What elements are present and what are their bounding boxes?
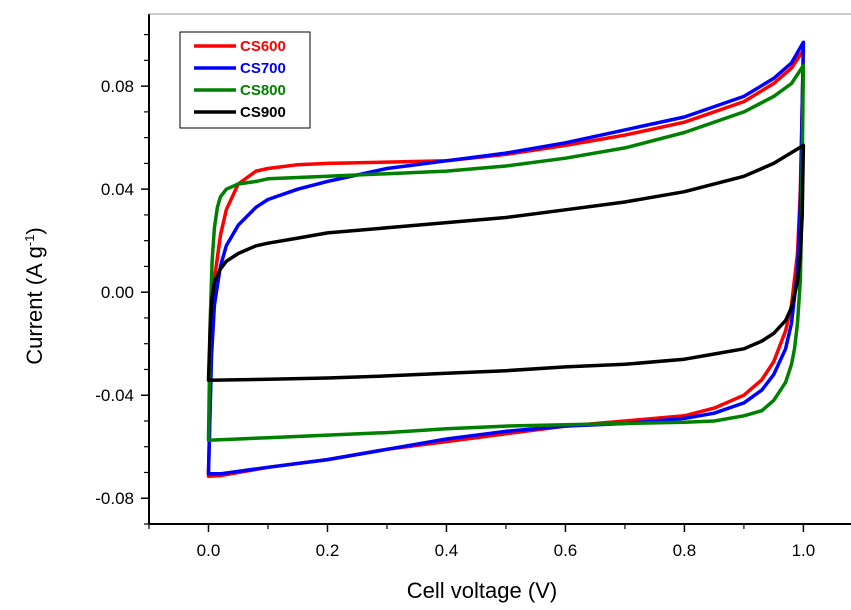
x-tick-label: 0.2: [316, 541, 340, 560]
y-tick-label: 0.08: [101, 77, 134, 96]
y-tick-label: -0.04: [95, 386, 134, 405]
y-tick-label: 0.00: [101, 283, 134, 302]
y-tick-label: 0.04: [101, 180, 134, 199]
x-tick-label: 0.6: [554, 541, 578, 560]
y-axis-title: Current (A g-1): [22, 227, 47, 365]
x-tick-label: 0.8: [673, 541, 697, 560]
y-tick-label: -0.08: [95, 489, 134, 508]
y-axis-title-superscript: -1: [22, 235, 37, 247]
x-tick-label: 1.0: [792, 541, 816, 560]
series-line-cs900: [206, 143, 806, 383]
series-line-cs800: [206, 63, 806, 443]
legend-label-cs600: CS600: [240, 38, 286, 55]
legend: CS600 CS700 CS800 CS900: [179, 31, 311, 129]
axes: [148, 13, 851, 525]
series-line-cs700: [206, 40, 806, 476]
x-tick-label: 0.0: [197, 541, 221, 560]
legend-label-cs800: CS800: [240, 82, 286, 99]
legend-label-cs700: CS700: [240, 60, 286, 77]
series-lines: [206, 40, 806, 479]
x-tick-label: 0.4: [435, 541, 459, 560]
legend-label-cs900: CS900: [240, 104, 286, 121]
tick-marks: 0.0 0.2 0.4 0.6 0.8 1.0 -0.08 -0.04 0.00 0.04 0.08: [95, 34, 816, 560]
x-axis-title: Cell voltage (V): [407, 578, 557, 603]
